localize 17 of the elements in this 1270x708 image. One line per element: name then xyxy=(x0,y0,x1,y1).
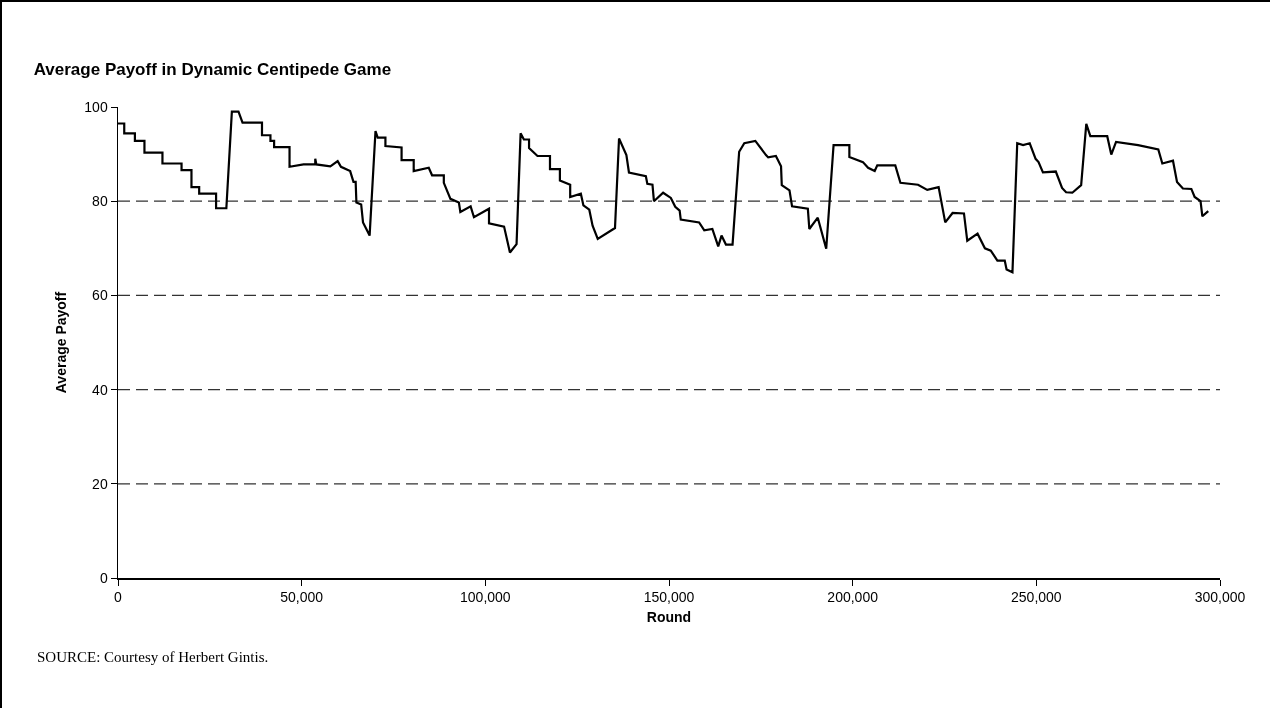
y-axis-title: Average Payoff xyxy=(53,291,70,394)
x-axis-title: Round xyxy=(646,609,692,626)
y-tick-label: 0 xyxy=(99,569,108,586)
y-tick-label: 20 xyxy=(92,475,108,492)
y-tick-label: 80 xyxy=(92,193,108,210)
x-tick-label: 200,000 xyxy=(827,589,879,606)
source-note: SOURCE: Courtesy of Herbert Gintis. xyxy=(37,649,269,665)
x-tick-label: 100,000 xyxy=(460,589,511,606)
y-tick-label: 100 xyxy=(84,98,108,115)
x-tick-label: 250,000 xyxy=(1011,589,1062,606)
y-tick-label: 40 xyxy=(92,381,108,398)
x-tick-label: 50,000 xyxy=(280,589,324,606)
x-tick-label: 150,000 xyxy=(643,589,695,606)
x-tick-label: 0 xyxy=(114,589,123,606)
y-tick-label: 60 xyxy=(92,287,108,304)
chart-title: Average Payoff in Dynamic Centipede Game xyxy=(33,60,392,80)
x-tick-label: 300,000 xyxy=(1194,589,1246,606)
